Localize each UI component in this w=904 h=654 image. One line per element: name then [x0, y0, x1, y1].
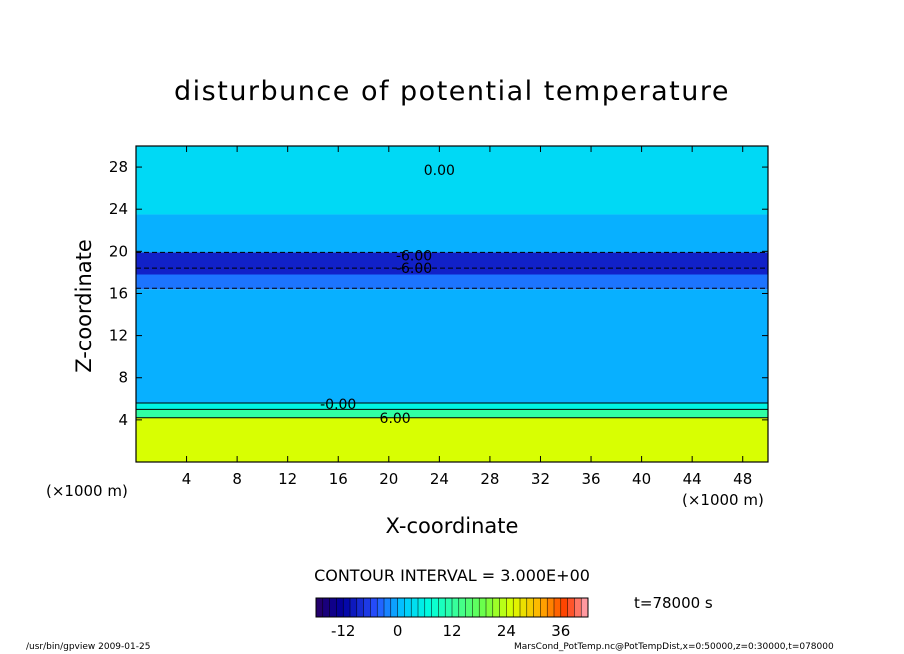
colorbar-cell-22 [465, 598, 473, 617]
colorbar-cell-11 [390, 598, 398, 617]
x-tick-label-10: 44 [683, 470, 702, 488]
heatmap-layer-6 [136, 214, 768, 253]
x-tick-label-3: 16 [329, 470, 348, 488]
colorbar-cell-24 [479, 598, 487, 617]
colorbar-cell-31 [526, 598, 534, 617]
plot-frame [135, 145, 769, 463]
colorbar-cell-29 [513, 598, 521, 617]
y-axis-unit: (×1000 m) [46, 482, 128, 500]
x-tick-label-1: 8 [232, 470, 242, 488]
colorbar-tick-label-2: 12 [442, 622, 461, 640]
colorbar-cell-38 [574, 598, 582, 617]
x-tick-label-11: 48 [733, 470, 752, 488]
contour-label-0: 0.00 [424, 163, 455, 179]
footer-left: /usr/bin/gpview 2009-01-25 [26, 642, 151, 652]
colorbar-cell-21 [458, 598, 466, 617]
colorbar-cell-16 [424, 598, 432, 617]
y-axis-label: Z-coordinate [72, 239, 96, 373]
colorbar-cell-33 [540, 598, 548, 617]
heatmap-layer-0 [136, 417, 768, 462]
colorbar-cell-4 [343, 598, 351, 617]
colorbar-tick-label-4: 36 [551, 622, 570, 640]
x-tick-label-5: 24 [430, 470, 449, 488]
colorbar-cell-32 [533, 598, 541, 617]
heatmap-layer-4 [136, 274, 768, 290]
colorbar-cell-7 [363, 598, 371, 617]
x-tick-label-6: 28 [480, 470, 499, 488]
contour-label-4: 6.00 [380, 411, 411, 427]
x-tick-label-7: 32 [531, 470, 550, 488]
colorbar-cell-12 [397, 598, 405, 617]
colorbar-cell-18 [438, 598, 446, 617]
colorbar-frame [315, 597, 589, 618]
colorbar-cell-19 [445, 598, 453, 617]
colorbar-tick-label-1: 0 [393, 622, 403, 640]
colorbar-cell-35 [554, 598, 562, 617]
heatmap-layer-1 [136, 409, 768, 418]
colorbar-cell-17 [431, 598, 439, 617]
x-tick-label-2: 12 [278, 470, 297, 488]
x-axis-label: X-coordinate [385, 514, 519, 538]
colorbar-cell-3 [336, 598, 344, 617]
x-tick-label-8: 36 [581, 470, 600, 488]
contour-interval-text: CONTOUR INTERVAL = 3.000E+00 [314, 566, 590, 585]
colorbar-cell-28 [506, 598, 514, 617]
y-tick-label-6: 28 [109, 158, 128, 176]
colorbar-cell-0 [316, 598, 324, 617]
heatmap-layer-3 [136, 289, 768, 404]
colorbar-cell-37 [567, 598, 575, 617]
colorbar-cell-34 [547, 598, 555, 617]
colorbar-cell-23 [472, 598, 480, 617]
heatmap-layer-2 [136, 403, 768, 410]
time-label: t=78000 s [634, 594, 713, 612]
contour-label-2: -6.00 [396, 261, 432, 277]
y-tick-label-4: 20 [109, 242, 128, 260]
footer-right: MarsCond_PotTemp.nc@PotTempDist,x=0:5000… [514, 642, 834, 652]
colorbar-cell-20 [452, 598, 460, 617]
colorbar-cell-13 [404, 598, 412, 617]
colorbar-cell-6 [356, 598, 364, 617]
chart-title: disturbunce of potential temperature [174, 76, 730, 107]
colorbar-cell-2 [329, 598, 337, 617]
colorbar-cell-30 [520, 598, 528, 617]
x-axis-unit: (×1000 m) [682, 491, 764, 509]
colorbar-cell-1 [322, 598, 330, 617]
heatmap-layer-7 [136, 146, 768, 215]
colorbar-cell-9 [377, 598, 385, 617]
y-tick-label-5: 24 [109, 200, 128, 218]
colorbar-cell-36 [560, 598, 568, 617]
colorbar-cell-39 [581, 598, 589, 617]
colorbar-tick-label-0: -12 [331, 622, 356, 640]
x-tick-label-0: 4 [182, 470, 192, 488]
x-tick-label-9: 40 [632, 470, 651, 488]
colorbar-cell-25 [486, 598, 494, 617]
colorbar-cell-15 [418, 598, 426, 617]
colorbar-cell-5 [350, 598, 358, 617]
y-tick-label-1: 8 [118, 369, 128, 387]
y-tick-label-0: 4 [118, 411, 128, 429]
x-tick-label-4: 20 [379, 470, 398, 488]
colorbar-tick-label-3: 24 [497, 622, 516, 640]
heatmap-layer-5 [136, 252, 768, 275]
contour-label-3: -0.00 [320, 397, 356, 413]
contour-label-1: -6.00 [396, 249, 432, 265]
colorbar-cell-14 [411, 598, 419, 617]
colorbar-cell-27 [499, 598, 507, 617]
y-tick-label-3: 16 [109, 284, 128, 302]
colorbar-cell-26 [492, 598, 500, 617]
colorbar-cell-10 [384, 598, 392, 617]
y-tick-label-2: 12 [109, 327, 128, 345]
colorbar-cell-8 [370, 598, 378, 617]
